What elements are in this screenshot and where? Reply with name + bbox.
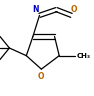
Text: O: O: [38, 72, 45, 81]
Text: N: N: [32, 5, 39, 14]
Text: CH₃: CH₃: [77, 53, 91, 59]
Text: O: O: [71, 5, 78, 14]
